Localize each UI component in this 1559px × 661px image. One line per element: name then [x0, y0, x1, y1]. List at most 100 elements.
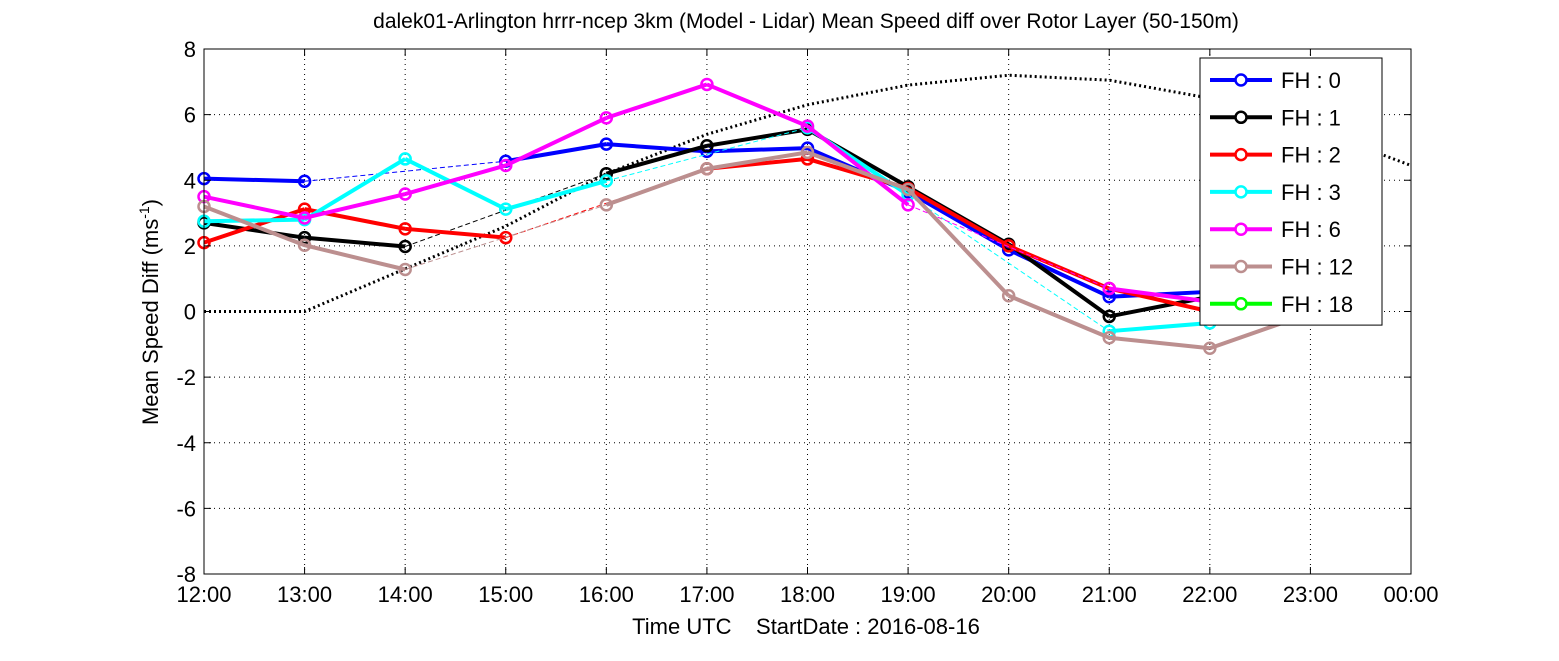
- y-tick-label: 4: [184, 168, 196, 193]
- data-point: [599, 137, 614, 151]
- series-segment: [1108, 286, 1211, 304]
- y-tick-label: 8: [184, 37, 196, 62]
- series-gap-segment: [304, 160, 506, 182]
- series-segment: [605, 82, 708, 120]
- series-segment: [706, 146, 808, 154]
- series-segment: [203, 204, 306, 248]
- data-point: [599, 174, 614, 188]
- data-point: [398, 239, 412, 254]
- x-tick-label: 18:00: [780, 582, 835, 607]
- x-tick-label: 16:00: [579, 582, 634, 607]
- legend-label: FH : 1: [1281, 105, 1341, 130]
- legend-marker: [1234, 110, 1248, 125]
- series-segment: [605, 143, 708, 176]
- data-point: [297, 238, 312, 252]
- series-gap-segment: [405, 204, 607, 270]
- data-point: [1001, 239, 1016, 253]
- x-tick-label: 20:00: [981, 582, 1036, 607]
- data-point: [1203, 341, 1217, 355]
- data-point: [297, 174, 312, 188]
- legend-label: FH : 2: [1281, 143, 1341, 168]
- series-segment: [303, 157, 407, 222]
- series-gap-segment: [907, 194, 1110, 332]
- series-segment: [203, 217, 305, 224]
- x-tick-label: 00:00: [1383, 582, 1438, 607]
- legend-label: FH : 6: [1281, 217, 1341, 242]
- y-tick-label: -6: [176, 496, 196, 521]
- data-point: [499, 202, 513, 216]
- series-segment: [404, 157, 507, 211]
- x-tick-label: 15:00: [478, 582, 533, 607]
- series-segment: [203, 176, 305, 184]
- legend-label: FH : 3: [1281, 180, 1341, 205]
- data-point: [499, 230, 513, 245]
- series-segment: [404, 163, 507, 196]
- chart-title: dalek01-Arlington hrrr-ncep 3km (Model -…: [373, 10, 1239, 33]
- series-segment: [806, 150, 909, 192]
- series-segment: [304, 235, 406, 249]
- series-segment: [203, 194, 305, 220]
- data-point: [599, 198, 614, 212]
- data-point: [1102, 289, 1116, 304]
- x-axis-label: Time UTC StartDate : 2016-08-16: [632, 614, 980, 639]
- data-point: [398, 222, 412, 236]
- data-point: [1102, 331, 1116, 345]
- x-tick-label: 23:00: [1283, 582, 1338, 607]
- y-tick-label: -8: [176, 562, 196, 587]
- data-point: [398, 262, 412, 277]
- y-tick-label: -2: [176, 365, 196, 390]
- data-point: [599, 166, 614, 181]
- y-axis-label-main: Mean Speed Diff (ms: [138, 219, 163, 425]
- series-segment: [505, 178, 607, 212]
- legend-label: FH : 0: [1281, 68, 1341, 93]
- x-tick-label: 22:00: [1182, 582, 1237, 607]
- series: [197, 77, 1217, 309]
- series-segment: [806, 124, 910, 207]
- legend-marker: [1234, 147, 1248, 162]
- data-point: [700, 162, 714, 176]
- legend-marker: [1234, 185, 1248, 199]
- data-point: [901, 198, 915, 212]
- series-gap-segment: [404, 173, 607, 248]
- legend-marker: [1234, 259, 1248, 274]
- x-tick-label: 19:00: [881, 582, 936, 607]
- series: [197, 145, 1318, 355]
- y-axis-label-close: ): [138, 199, 163, 206]
- series-segment: [605, 166, 708, 207]
- series-segment: [1007, 242, 1111, 319]
- data-point: [800, 119, 815, 133]
- series-gap-segment: [907, 204, 1110, 289]
- series-segment: [1007, 293, 1111, 340]
- y-tick-label: 2: [184, 234, 196, 259]
- series-segment: [504, 116, 608, 168]
- data-point: [1001, 289, 1016, 303]
- series-segment: [706, 127, 808, 148]
- series-segment: [906, 188, 1011, 298]
- series-layer: [197, 77, 1318, 355]
- data-point: [499, 158, 513, 173]
- legend-marker: [1234, 297, 1248, 311]
- data-point: [800, 145, 815, 160]
- series-segment: [304, 243, 406, 272]
- y-axis-label-superscript: -1: [136, 206, 152, 219]
- data-point: [901, 182, 915, 197]
- data-point: [599, 111, 614, 125]
- x-tick-label: 14:00: [378, 582, 433, 607]
- data-point: [700, 77, 714, 92]
- axis-ticks: 12:00 13:00 14:00 15:00 16:00 17:00 18:00 19:00…: [176, 37, 1438, 607]
- series-segment: [304, 192, 406, 220]
- data-point: [1102, 309, 1116, 324]
- data-point: [1102, 281, 1116, 296]
- series-segment: [203, 220, 305, 240]
- legend-label: FH : 18: [1281, 292, 1353, 317]
- y-axis-label: Mean Speed Diff (ms-1): [136, 199, 163, 425]
- legend: FH : 0 FH : 1 FH : 2 FH : 3 FH : 6 FH : 12 FH …: [1199, 57, 1383, 326]
- legend-marker: [1234, 222, 1248, 236]
- x-tick-label: 13:00: [277, 582, 332, 607]
- series-segment: [1109, 335, 1211, 351]
- y-tick-label: 0: [184, 300, 196, 325]
- y-tick-label: -4: [176, 431, 196, 456]
- series-segment: [706, 150, 808, 171]
